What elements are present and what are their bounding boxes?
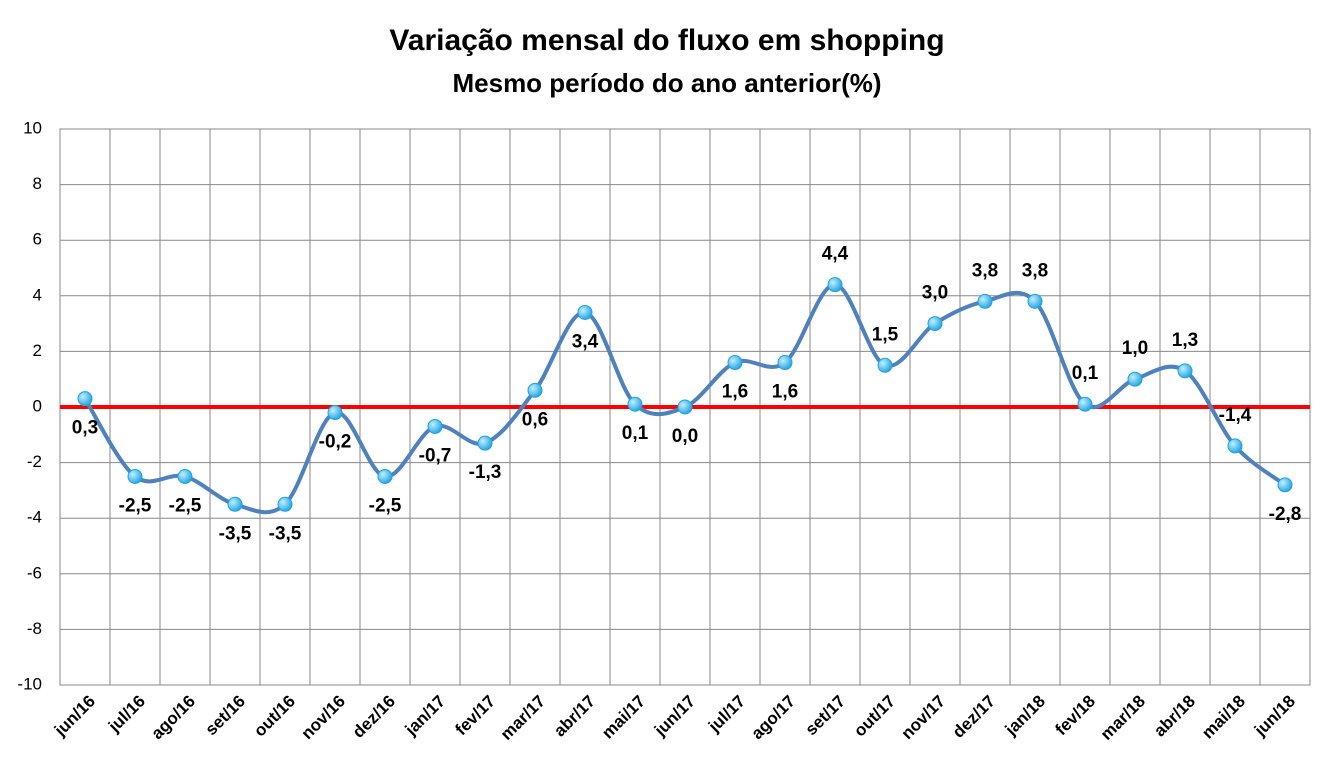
x-tick-label: out/16 (250, 692, 299, 741)
x-tick-label: jun/17 (650, 692, 699, 741)
data-point (327, 405, 343, 421)
data-label: 4,4 (822, 244, 849, 265)
data-point (927, 316, 943, 332)
data-point (1277, 477, 1293, 493)
data-label: 1,5 (872, 324, 899, 345)
data-line (83, 282, 1287, 515)
y-tick-label: -6 (27, 563, 42, 582)
data-label: -2,5 (169, 496, 202, 517)
data-label: -2,5 (119, 496, 152, 517)
y-tick-label: -10 (17, 674, 42, 693)
x-tick-label: ago/16 (147, 692, 199, 744)
data-label: 0,3 (72, 418, 98, 439)
data-label: 3,8 (972, 260, 998, 281)
data-point (1077, 396, 1093, 412)
data-label: -1,3 (469, 462, 502, 483)
data-label: 1,6 (772, 382, 798, 403)
data-point (77, 391, 93, 407)
data-label: -3,5 (219, 523, 252, 544)
x-tick-label: fev/17 (451, 692, 499, 740)
data-point (427, 418, 443, 434)
y-tick-label: 8 (33, 174, 42, 193)
y-tick-label: 4 (33, 285, 42, 304)
x-tick-label: jan/17 (401, 692, 449, 740)
data-point (277, 496, 293, 512)
x-tick-label: jul/16 (104, 692, 149, 737)
x-tick-label: jul/17 (704, 692, 749, 737)
data-point (677, 399, 693, 415)
data-point (727, 355, 743, 371)
data-label: 3,4 (572, 331, 599, 352)
x-tick-label: jun/18 (1250, 692, 1299, 741)
data-point (377, 469, 393, 484)
data-point (977, 293, 993, 309)
x-tick-label: jan/18 (1001, 692, 1049, 740)
data-label: 0,0 (672, 426, 698, 447)
x-tick-label: mar/17 (497, 692, 549, 744)
data-point (877, 357, 893, 373)
data-point (627, 396, 643, 412)
data-label: -2,8 (1269, 504, 1302, 525)
y-tick-label: 6 (33, 230, 42, 249)
data-point (127, 469, 143, 484)
x-tick-label: fev/18 (1051, 692, 1099, 740)
y-tick-label: 2 (33, 341, 42, 360)
data-label: 3,8 (1022, 260, 1048, 281)
x-tick-label: mai/18 (1198, 692, 1249, 743)
x-tick-label: ago/17 (747, 692, 799, 744)
data-point (477, 435, 493, 451)
y-tick-label: -2 (27, 452, 42, 471)
data-label: 0,1 (1072, 363, 1099, 384)
data-point (577, 304, 593, 320)
chart-title: Variação mensal do fluxo em shopping (389, 24, 944, 57)
data-point (1227, 438, 1243, 454)
x-tick-label: dez/17 (949, 692, 999, 742)
data-label: 0,1 (622, 423, 649, 444)
data-point (177, 469, 193, 484)
data-label: -1,4 (1219, 405, 1252, 426)
data-label: 1,3 (1172, 330, 1198, 351)
y-tick-label: 10 (23, 118, 42, 137)
y-tick-label: -4 (27, 508, 42, 527)
x-tick-label: nov/17 (897, 692, 949, 744)
data-label: -2,5 (369, 496, 402, 517)
data-label: -0,2 (319, 432, 352, 453)
x-tick-label: dez/16 (349, 692, 399, 742)
x-tick-label: out/17 (850, 692, 899, 741)
data-label: -0,7 (419, 445, 452, 466)
data-point (1177, 363, 1193, 379)
data-label: 0,6 (522, 409, 548, 430)
data-point (1127, 371, 1143, 387)
data-point (527, 382, 543, 398)
x-tick-label: abr/17 (550, 692, 599, 741)
x-tick-label: mai/17 (598, 692, 649, 743)
data-label: 3,0 (922, 283, 948, 304)
data-label: 1,6 (722, 382, 748, 403)
chart-subtitle: Mesmo período do ano anterior(%) (452, 68, 881, 98)
x-tick-label: set/17 (801, 692, 849, 740)
x-tick-label: jun/16 (50, 692, 99, 741)
x-tick-label: mar/18 (1097, 692, 1149, 744)
data-point (227, 496, 243, 512)
x-tick-label: nov/16 (297, 692, 349, 744)
x-tick-label: set/16 (201, 692, 249, 740)
data-point (777, 355, 793, 371)
y-tick-label: -8 (27, 619, 42, 638)
x-tick-label: abr/18 (1150, 692, 1199, 741)
data-point (827, 277, 843, 293)
data-label: -3,5 (269, 523, 302, 544)
data-label: 1,0 (1122, 338, 1148, 359)
y-tick-label: 0 (33, 396, 42, 415)
data-point (1027, 293, 1043, 309)
